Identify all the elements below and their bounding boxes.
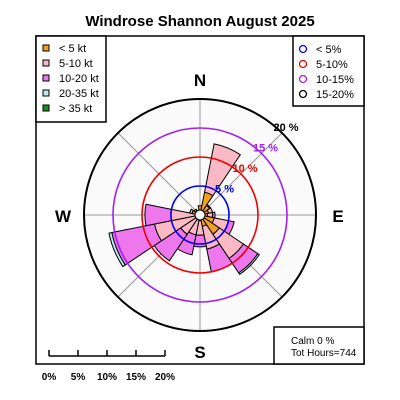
total-hours-text: Tot Hours=744 <box>291 348 357 359</box>
ring-label: 5 % <box>215 184 234 196</box>
speed-legend-label: 10-20 kt <box>59 73 99 85</box>
ring-circle <box>83 98 317 332</box>
rose-wedges <box>108 143 261 276</box>
cardinal-n-label: N <box>194 71 206 90</box>
speed-legend-swatch <box>42 74 50 82</box>
scale-bar: 0% 5% 10% 15% 20% <box>42 350 175 383</box>
ring-circle <box>170 185 230 245</box>
scale-tick-label: 10% <box>97 372 117 383</box>
ring-label: 15 % <box>253 143 278 155</box>
calm-text: Calm 0 % <box>291 336 334 347</box>
speed-legend-label: < 5 kt <box>59 43 86 55</box>
cardinal-w-label: W <box>55 207 72 226</box>
chart-title: Windrose Shannon August 2025 <box>85 13 314 30</box>
wedge-segment <box>237 252 261 276</box>
speed-legend-swatch <box>42 89 50 97</box>
ring-legend: < 5% 5-10% 10-15% 15-20% <box>292 35 365 107</box>
scale-tick-label: 0% <box>42 372 57 383</box>
scale-tick-label: 15% <box>126 372 146 383</box>
ring-legend-label: 10-15% <box>316 74 354 86</box>
ring-label: 10 % <box>232 163 257 175</box>
plot-frame <box>35 35 365 365</box>
calm-circle <box>194 209 206 221</box>
ring-legend-label: < 5% <box>316 44 342 56</box>
scale-tick-label: 5% <box>71 372 86 383</box>
ring-legend-box <box>292 35 365 107</box>
wedge-segment <box>108 231 126 268</box>
cardinal-s-label: S <box>194 343 205 362</box>
info-box-frame <box>273 326 365 365</box>
ring-legend-marker <box>298 74 308 84</box>
ring-labels: 5 % 10 % 15 % 20 % <box>215 122 299 196</box>
wedge-segment <box>203 143 241 197</box>
cardinal-e-label: E <box>332 207 343 226</box>
info-box: Calm 0 % Tot Hours=744 <box>273 326 365 365</box>
ring-legend-label: 15-20% <box>316 89 354 101</box>
scale-tick-label: 20% <box>155 372 175 383</box>
speed-legend: < 5 kt 5-10 kt 10-20 kt 20-35 kt > 35 kt <box>35 35 107 123</box>
ring-legend-marker <box>298 59 308 69</box>
speed-legend-swatch <box>42 44 50 52</box>
ring-legend-marker <box>298 44 308 54</box>
ring-legend-marker <box>298 89 308 99</box>
ring-label: 20 % <box>273 122 298 134</box>
percent-rings <box>83 98 317 332</box>
ring-legend-label: 5-10% <box>316 59 348 71</box>
speed-legend-swatch <box>42 104 50 112</box>
ring-circle <box>141 156 259 274</box>
speed-legend-swatch <box>42 59 50 67</box>
speed-legend-label: > 35 kt <box>59 103 92 115</box>
wedge-segment <box>189 208 194 215</box>
ring-circle <box>112 127 288 303</box>
speed-legend-label: 20-35 kt <box>59 88 99 100</box>
speed-legend-label: 5-10 kt <box>59 58 93 70</box>
